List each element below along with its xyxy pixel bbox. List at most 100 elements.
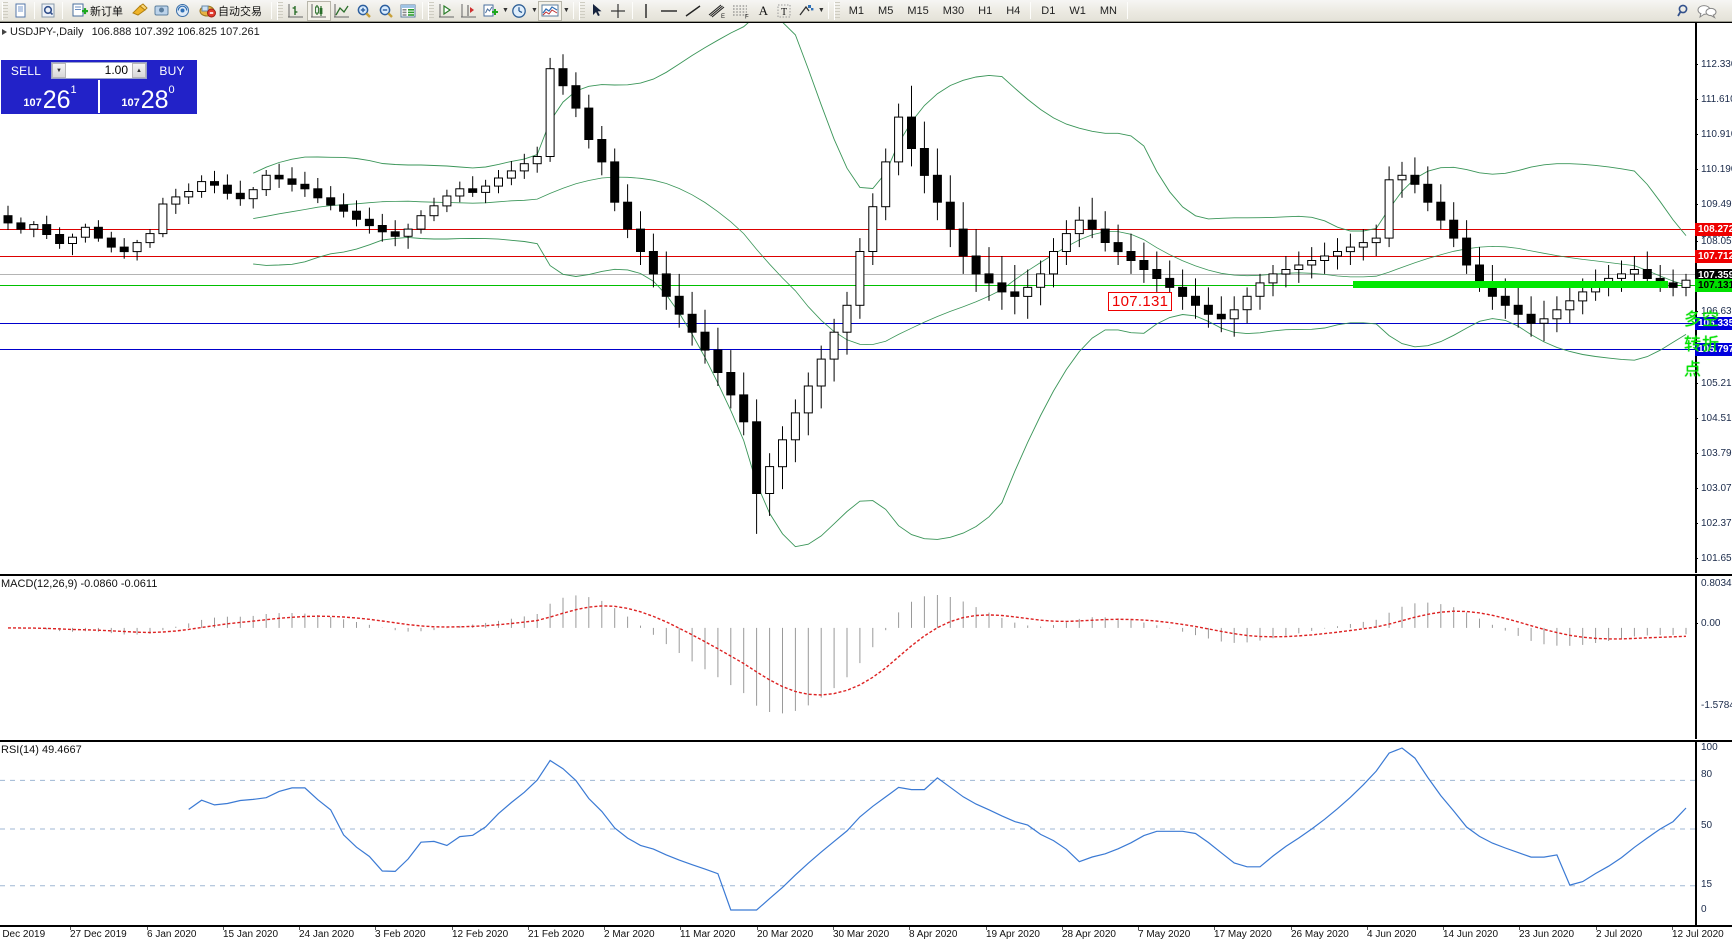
level-line-107712[interactable] xyxy=(0,256,1695,257)
price-badge-107131[interactable]: 107.131 xyxy=(1695,279,1732,292)
date-axis-tick xyxy=(757,926,758,930)
date-axis-tick xyxy=(70,926,71,930)
volume-stepper[interactable]: ▼ 1.00 ▲ xyxy=(51,62,147,79)
timeframe-m30[interactable]: M30 xyxy=(936,1,971,21)
sell-button[interactable]: SELL xyxy=(10,63,42,78)
autotrading-label: 自动交易 xyxy=(218,5,262,18)
new-order-button[interactable]: 新订单 xyxy=(66,1,129,21)
timeframe-h1[interactable]: H1 xyxy=(971,1,999,21)
macd-indicator-label[interactable]: MACD(12,26,9) -0.0860 -0.0611 xyxy=(1,578,158,590)
date-axis-label: 11 Mar 2020 xyxy=(680,929,736,940)
zoom-out-icon[interactable] xyxy=(375,1,397,21)
equidistant-channel-icon[interactable]: E xyxy=(705,1,729,21)
crosshair-icon[interactable] xyxy=(608,1,629,21)
tf-label-m15: M15 xyxy=(907,4,929,17)
sell-price[interactable]: 107 26 1 xyxy=(2,80,98,113)
expert-icon[interactable] xyxy=(151,1,172,21)
toolbar-grip[interactable] xyxy=(428,1,434,20)
indicators-icon[interactable] xyxy=(480,1,501,21)
buy-button[interactable]: BUY xyxy=(159,63,185,78)
chart-shift-icon[interactable] xyxy=(458,1,480,21)
new-chart-icon[interactable] xyxy=(10,1,31,21)
autotrading-button[interactable]: 自动交易 xyxy=(193,1,268,21)
cursor-arrow-icon[interactable] xyxy=(587,1,608,21)
period-clock-icon[interactable] xyxy=(509,1,530,21)
price-tick: 105.210 xyxy=(1695,378,1732,390)
trendline-icon[interactable] xyxy=(681,1,705,21)
date-axis-tick xyxy=(147,926,148,930)
timeframe-m1[interactable]: M1 xyxy=(842,1,871,21)
timeframe-h4[interactable]: H4 xyxy=(999,1,1027,21)
timeframe-m5[interactable]: M5 xyxy=(871,1,900,21)
price-tick: 112.330 xyxy=(1695,59,1732,71)
chinese-annotation-note[interactable]: 多空转折点 xyxy=(1684,310,1720,380)
timeframe-m15[interactable]: M15 xyxy=(900,1,935,21)
metaeditor-icon[interactable] xyxy=(129,1,151,21)
symbol-name: USDJPY-,Daily xyxy=(10,26,84,38)
templates-icon[interactable] xyxy=(537,0,562,21)
new-order-label: 新订单 xyxy=(90,5,123,18)
objects-icon[interactable] xyxy=(795,1,817,21)
vertical-line-icon[interactable] xyxy=(636,1,657,21)
level-line-107359[interactable] xyxy=(0,274,1695,275)
macd-axis-ticks: 0.8034 0.00 -1.5784 xyxy=(1695,574,1732,739)
date-axis-label: 6 Jan 2020 xyxy=(147,929,197,940)
chevron-down-icon[interactable]: ▼ xyxy=(502,7,509,14)
chat-bubble-icon[interactable] xyxy=(1694,1,1720,21)
line-chart-icon[interactable] xyxy=(331,1,353,21)
price-tick: 102.370 xyxy=(1695,518,1732,530)
toolbar-grip[interactable] xyxy=(833,1,840,20)
price-tag-107131[interactable]: 107.131 xyxy=(1108,292,1173,311)
bar-chart-icon[interactable] xyxy=(285,1,307,21)
timeframe-d1[interactable]: D1 xyxy=(1034,1,1062,21)
price-badge-107712[interactable]: 107.712 xyxy=(1695,250,1732,263)
signal-icon[interactable] xyxy=(172,1,193,21)
text-icon[interactable]: A xyxy=(758,2,768,18)
text-label-icon[interactable]: T xyxy=(774,1,795,21)
price-badge-108272[interactable]: 108.272 xyxy=(1695,223,1732,236)
macd-pane[interactable]: MACD(12,26,9) -0.0860 -0.0611 0.8034 0.0… xyxy=(0,574,1732,739)
rsi-indicator-label[interactable]: RSI(14) 49.4667 xyxy=(1,744,82,756)
chart-window[interactable]: USDJPY-,Daily 106.888 107.392 106.825 10… xyxy=(0,22,1732,942)
price-badge-105797[interactable]: 105.797 xyxy=(1695,343,1732,356)
candlestick-chart-icon[interactable] xyxy=(307,0,331,21)
level-line-108272[interactable] xyxy=(0,229,1695,230)
toolbar-grip[interactable] xyxy=(2,1,8,20)
chevron-down-icon[interactable]: ▼ xyxy=(530,7,538,14)
date-axis[interactable]: 3 Dec 2019 27 Dec 2019 6 Jan 2020 15 Jan 20… xyxy=(0,926,1732,943)
toolbar-separator xyxy=(62,2,63,19)
price-badge-107359[interactable]: 107.359 xyxy=(1695,269,1732,282)
date-axis-tick xyxy=(1519,926,1520,930)
toolbar-grip[interactable] xyxy=(277,1,283,20)
price-pane[interactable]: 107.131 多空转折点 112.330 111.610 110.910 11… xyxy=(0,23,1732,573)
date-axis-label: 20 Mar 2020 xyxy=(757,929,814,940)
volume-decrease-button[interactable]: ▼ xyxy=(52,63,66,78)
data-window-icon[interactable] xyxy=(397,1,419,21)
one-click-trading-panel[interactable]: SELL ▼ 1.00 ▲ BUY 107 26 1 107 28 0 xyxy=(2,61,196,113)
buy-price[interactable]: 107 28 0 xyxy=(100,80,196,113)
collapse-triangle-icon[interactable] xyxy=(2,29,7,35)
fibonacci-icon[interactable]: F xyxy=(729,1,753,21)
volume-input[interactable]: 1.00 xyxy=(66,63,132,78)
level-line-107131[interactable] xyxy=(0,285,1695,286)
chevron-down-icon[interactable]: ▼ xyxy=(562,7,570,14)
green-highlight-rectangle[interactable] xyxy=(1353,281,1668,288)
rsi-pane[interactable]: RSI(14) 49.4667 100 80 50 15 0 xyxy=(0,740,1732,926)
magnifier-search-icon[interactable] xyxy=(38,1,59,21)
date-axis-tick xyxy=(1596,926,1597,930)
horizontal-line-icon[interactable] xyxy=(657,1,681,21)
chevron-down-icon[interactable]: ▼ xyxy=(817,7,825,14)
macd-tick-zero: 0.00 xyxy=(1695,618,1732,630)
magnifier-find-icon[interactable] xyxy=(1672,1,1694,21)
auto-scroll-icon[interactable] xyxy=(436,1,458,21)
volume-increase-button[interactable]: ▲ xyxy=(132,63,146,78)
date-axis-label: 2 Jul 2020 xyxy=(1596,929,1643,940)
toolbar-grip[interactable] xyxy=(578,1,585,20)
price-tick: 106.630 xyxy=(1695,306,1732,318)
rsi-tick-0: 0 xyxy=(1701,904,1707,915)
zoom-in-icon[interactable] xyxy=(353,1,375,21)
price-badge-106335[interactable]: 106.335 xyxy=(1695,317,1732,330)
timeframe-mn[interactable]: MN xyxy=(1093,1,1124,21)
timeframe-w1[interactable]: W1 xyxy=(1062,1,1093,21)
svg-text:F: F xyxy=(745,14,749,19)
